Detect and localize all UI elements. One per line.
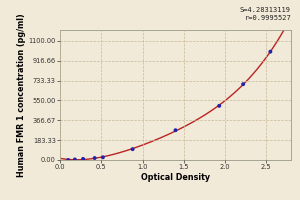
Text: S=4.28313119
r=0.9995527: S=4.28313119 r=0.9995527 bbox=[240, 7, 291, 21]
Point bbox=[73, 158, 77, 161]
Point bbox=[130, 148, 135, 151]
Point bbox=[66, 158, 71, 162]
Point bbox=[81, 157, 85, 161]
Point bbox=[100, 156, 105, 159]
Point bbox=[173, 129, 178, 132]
Y-axis label: Human FMR 1 concentration (pg/ml): Human FMR 1 concentration (pg/ml) bbox=[17, 13, 26, 177]
Point bbox=[92, 156, 97, 160]
Point bbox=[217, 104, 222, 107]
X-axis label: Optical Density: Optical Density bbox=[141, 173, 210, 182]
Point bbox=[268, 50, 273, 53]
Point bbox=[241, 83, 246, 86]
